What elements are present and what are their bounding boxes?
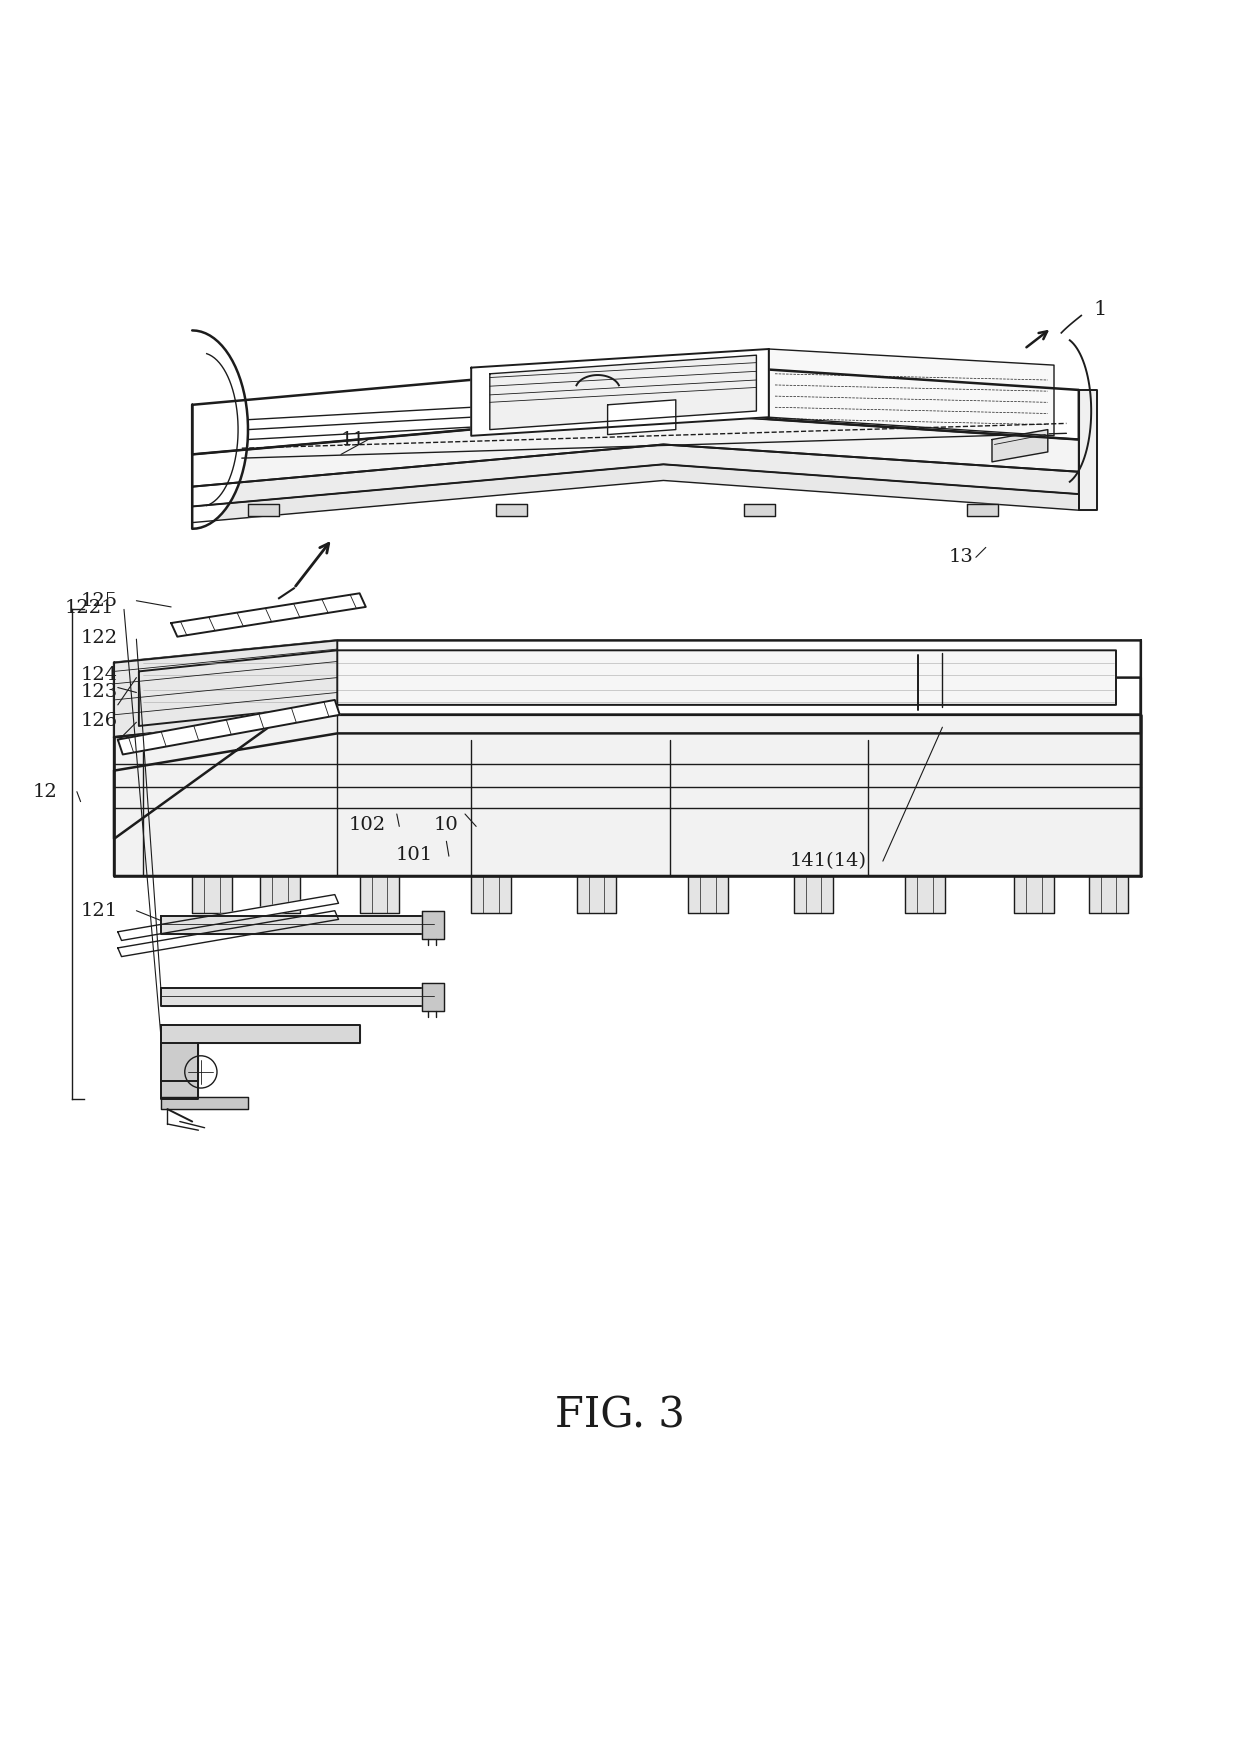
- Polygon shape: [608, 399, 676, 434]
- Polygon shape: [118, 699, 340, 755]
- Polygon shape: [769, 349, 1054, 436]
- Polygon shape: [496, 505, 527, 517]
- Polygon shape: [192, 445, 1079, 506]
- Polygon shape: [794, 876, 833, 913]
- Polygon shape: [1089, 876, 1128, 913]
- Text: 1: 1: [1094, 300, 1107, 319]
- Text: 126: 126: [81, 711, 118, 731]
- Text: 1221: 1221: [64, 599, 114, 617]
- Text: 13: 13: [949, 548, 973, 566]
- Text: 12: 12: [32, 783, 57, 801]
- Polygon shape: [114, 641, 337, 738]
- Polygon shape: [1014, 876, 1054, 913]
- Polygon shape: [260, 876, 300, 913]
- Polygon shape: [422, 911, 444, 939]
- Text: 11: 11: [341, 431, 366, 449]
- Polygon shape: [471, 876, 511, 913]
- Text: 124: 124: [81, 666, 118, 683]
- Polygon shape: [248, 505, 279, 517]
- Polygon shape: [360, 876, 399, 913]
- Polygon shape: [192, 363, 1079, 454]
- Polygon shape: [171, 594, 366, 636]
- Text: 123: 123: [81, 683, 118, 701]
- Polygon shape: [992, 429, 1048, 463]
- Polygon shape: [688, 876, 728, 913]
- Polygon shape: [114, 678, 1141, 839]
- Polygon shape: [161, 988, 434, 1006]
- Text: 10: 10: [434, 816, 459, 834]
- Text: 101: 101: [396, 846, 433, 864]
- Polygon shape: [161, 916, 434, 934]
- Text: 121: 121: [81, 902, 118, 920]
- Polygon shape: [192, 331, 248, 529]
- Polygon shape: [490, 356, 756, 429]
- Polygon shape: [905, 876, 945, 913]
- Polygon shape: [118, 911, 339, 957]
- Polygon shape: [744, 505, 775, 517]
- Polygon shape: [114, 715, 1141, 876]
- Polygon shape: [471, 349, 769, 436]
- Polygon shape: [192, 876, 232, 913]
- Text: 141(14): 141(14): [790, 851, 867, 871]
- Text: 125: 125: [81, 592, 118, 610]
- Text: 122: 122: [81, 629, 118, 646]
- Polygon shape: [114, 641, 1141, 738]
- Polygon shape: [967, 505, 998, 517]
- Text: 102: 102: [348, 816, 386, 834]
- Polygon shape: [161, 1097, 248, 1109]
- Polygon shape: [422, 983, 444, 1011]
- Polygon shape: [192, 412, 1079, 487]
- Polygon shape: [118, 895, 339, 941]
- Polygon shape: [1079, 391, 1097, 510]
- Polygon shape: [577, 876, 616, 913]
- Polygon shape: [192, 464, 1079, 522]
- Text: FIG. 3: FIG. 3: [556, 1395, 684, 1437]
- Polygon shape: [139, 650, 1116, 725]
- Polygon shape: [161, 1025, 360, 1081]
- Polygon shape: [161, 1044, 198, 1099]
